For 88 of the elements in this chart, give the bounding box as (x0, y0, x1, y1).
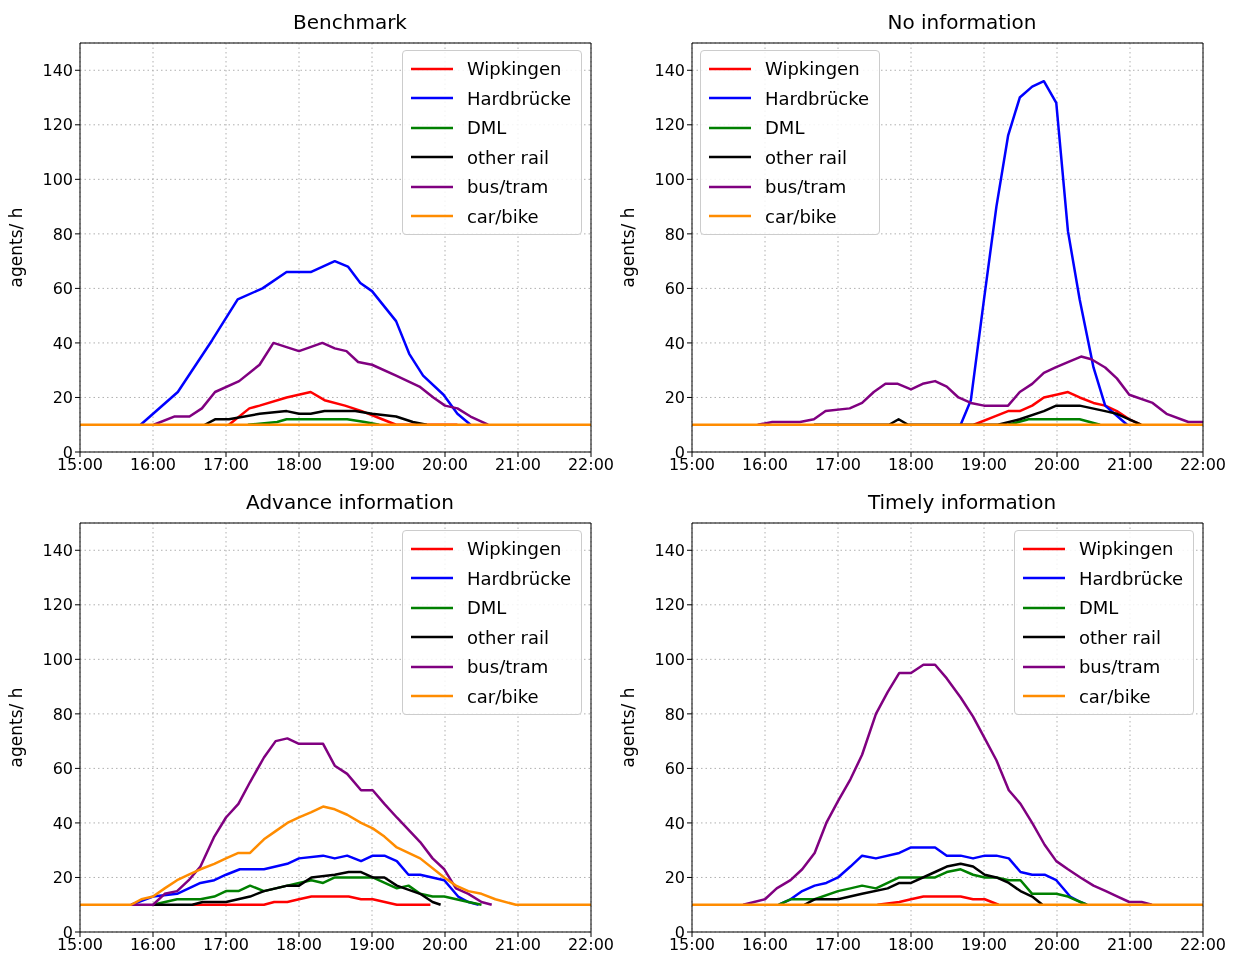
x-tick-label: 22:00 (1179, 935, 1227, 955)
y-tick-label: 120 (654, 595, 685, 615)
x-tick-label: 18:00 (887, 935, 935, 955)
x-tick-label: 17:00 (202, 935, 250, 955)
x-tick-label: 18:00 (887, 455, 935, 475)
x-tick-label: 21:00 (494, 455, 542, 475)
y-tick-label: 120 (654, 115, 685, 135)
y-tick-label: 140 (42, 60, 73, 80)
x-tick-label: 21:00 (1106, 935, 1154, 955)
x-tick-label: 21:00 (1106, 455, 1154, 475)
y-tick-label: 140 (42, 540, 73, 560)
y-tick-label: 100 (42, 650, 73, 670)
legend-label: DML (466, 597, 507, 619)
chart-title: No information (886, 9, 1038, 36)
chart-title: Benchmark (292, 9, 408, 36)
legend-label: Wipkingen (765, 58, 860, 80)
x-tick-label: 16:00 (741, 455, 789, 475)
legend-label: DML (1078, 597, 1119, 619)
legend-label: Wipkingen (466, 538, 562, 560)
legend-label: car/bike (466, 685, 539, 707)
x-tick-label: 22:00 (567, 455, 615, 475)
legend-label: DML (466, 117, 507, 139)
x-tick-label: 20:00 (421, 935, 469, 955)
x-tick-label: 17:00 (814, 935, 862, 955)
x-tick-label: 19:00 (960, 935, 1008, 955)
y-tick-label: 140 (654, 60, 685, 80)
legend-label: other rail (466, 146, 550, 168)
x-tick-label: 18:00 (275, 455, 323, 475)
y-tick-label: 60 (52, 759, 73, 779)
x-tick-label: 19:00 (960, 455, 1008, 475)
x-tick-label: 16:00 (741, 935, 789, 955)
x-tick-label: 22:00 (567, 935, 615, 955)
y-tick-label: 40 (52, 813, 73, 833)
y-tick-label: 40 (664, 333, 685, 353)
y-tick-label: 100 (42, 170, 73, 190)
x-tick-label: 21:00 (494, 935, 542, 955)
x-tick-label: 16:00 (129, 935, 177, 955)
y-tick-label: 120 (42, 595, 73, 615)
x-tick-label: 17:00 (814, 455, 862, 475)
legend-label: bus/tram (466, 176, 549, 198)
y-tick-label: 80 (52, 224, 73, 244)
y-tick-label: 100 (654, 170, 685, 190)
legend-label: Wipkingen (466, 58, 562, 80)
x-tick-label: 17:00 (202, 455, 250, 475)
x-tick-label: 20:00 (421, 455, 469, 475)
legend-label: Hardbrücke (466, 87, 571, 109)
legend-label: car/bike (1078, 685, 1151, 707)
legend-label: bus/tram (466, 656, 549, 678)
y-tick-label: 120 (42, 115, 73, 135)
legend-label: bus/tram (1078, 656, 1161, 678)
legend-label: other rail (1078, 626, 1162, 648)
legend-label: Hardbrücke (765, 87, 870, 109)
x-tick-label: 16:00 (129, 455, 177, 475)
chart-title: Advance information (245, 489, 455, 516)
y-tick-label: 140 (654, 540, 685, 560)
y-tick-label: 60 (664, 759, 685, 779)
legend-label: Wipkingen (1078, 538, 1174, 560)
legend-label: Hardbrücke (1078, 567, 1183, 589)
legend-label: car/bike (765, 205, 837, 227)
legend-label: other rail (765, 146, 848, 168)
y-tick-label: 80 (664, 224, 685, 244)
y-tick-label: 20 (52, 868, 73, 888)
x-tick-label: 20:00 (1033, 455, 1081, 475)
y-tick-label: 80 (664, 704, 685, 724)
x-tick-label: 20:00 (1033, 935, 1081, 955)
chart-title: Timely information (866, 489, 1058, 516)
y-tick-label: 80 (52, 704, 73, 724)
y-tick-label: 20 (664, 388, 685, 408)
y-axis-title: agents/ h (6, 687, 27, 768)
y-axis-title: agents/ h (618, 687, 639, 768)
y-tick-label: 60 (664, 279, 685, 299)
y-tick-label: 40 (664, 813, 685, 833)
legend-label: DML (765, 117, 805, 139)
y-axis-title: agents/ h (618, 207, 639, 288)
legend-label: car/bike (466, 205, 539, 227)
legend-label: bus/tram (765, 176, 847, 198)
y-tick-label: 100 (654, 650, 685, 670)
x-tick-label: 22:00 (1179, 455, 1227, 475)
y-axis-title: agents/ h (6, 207, 27, 288)
x-tick-label: 19:00 (348, 455, 396, 475)
x-tick-label: 19:00 (348, 935, 396, 955)
legend-label: Hardbrücke (466, 567, 571, 589)
y-tick-label: 60 (52, 279, 73, 299)
legend-label: other rail (466, 626, 550, 648)
y-tick-label: 40 (52, 333, 73, 353)
y-tick-label: 20 (664, 868, 685, 888)
x-tick-label: 18:00 (275, 935, 323, 955)
y-tick-label: 20 (52, 388, 73, 408)
